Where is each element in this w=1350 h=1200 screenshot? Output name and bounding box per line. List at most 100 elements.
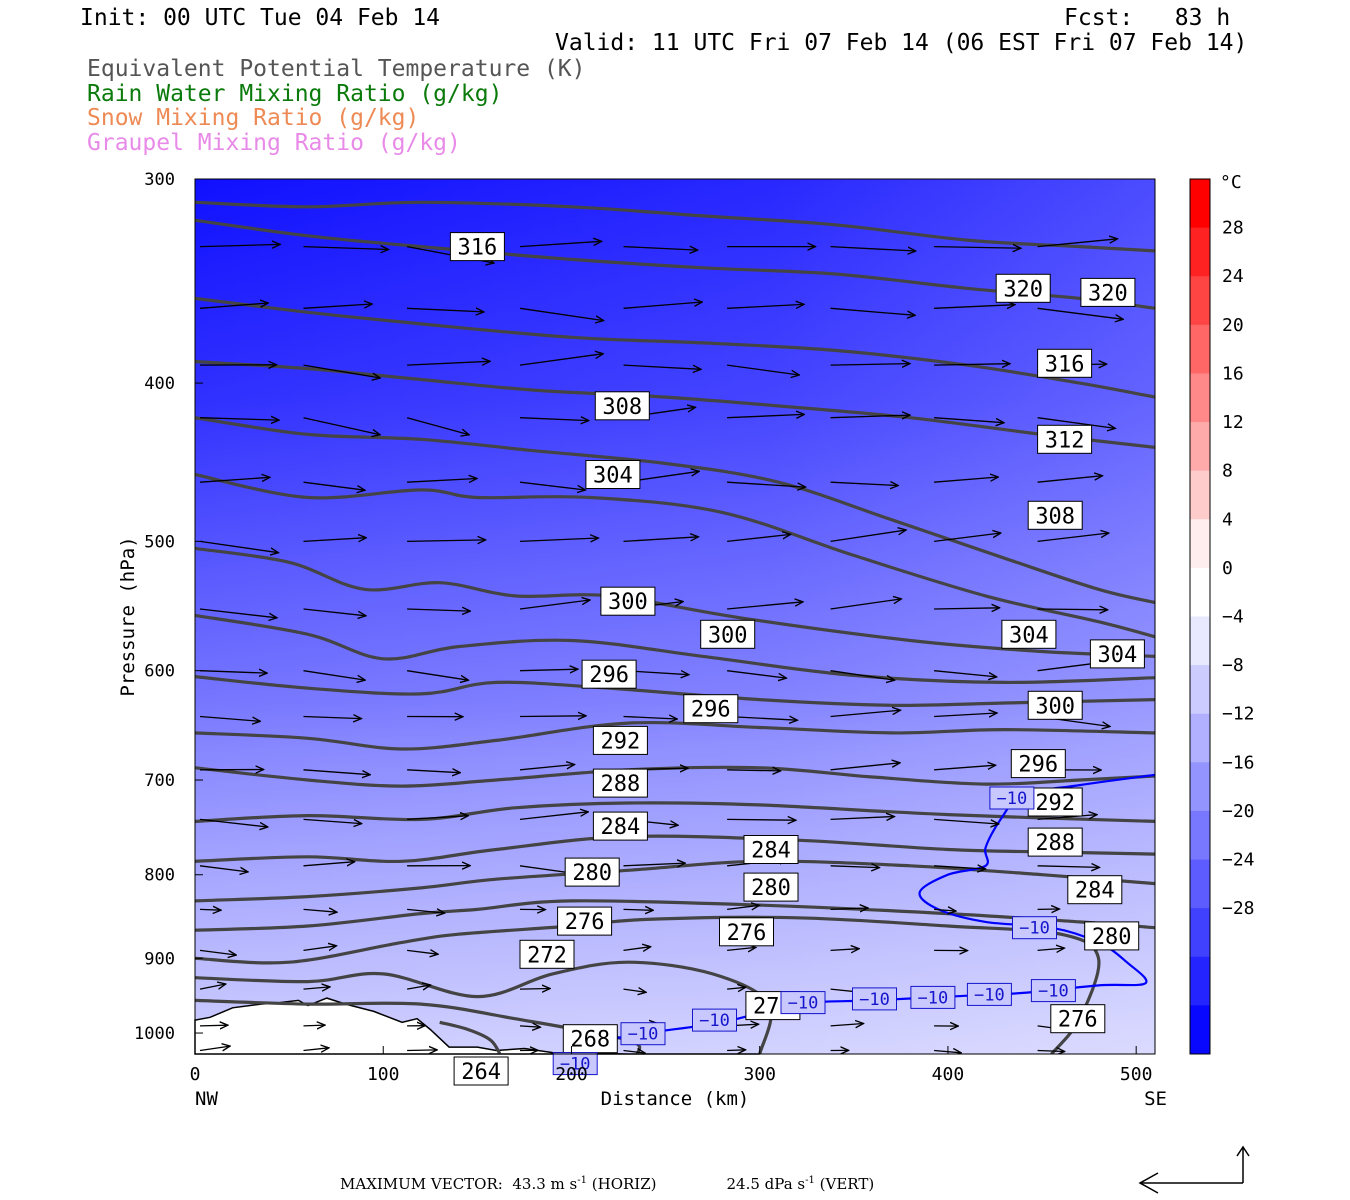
wind-vector [934, 713, 997, 717]
wind-vector [934, 866, 986, 869]
theta-e-contour-264 [439, 1020, 502, 1054]
theta-e-label: 284 [601, 815, 641, 840]
plot-frame [194, 178, 1156, 1055]
wind-vector [830, 1024, 864, 1026]
temperature-shading [195, 179, 1155, 1054]
colorbar-unit: °C [1220, 172, 1242, 193]
theta-e-label-box [1037, 348, 1093, 378]
wind-vector [519, 418, 589, 421]
temperature-label-box [620, 1022, 666, 1046]
temperature-label: −10 [974, 985, 1005, 1005]
y-tick-label: 500 [144, 532, 175, 552]
x-tick-label: 100 [367, 1064, 400, 1085]
wind-vector [199, 244, 280, 246]
theta-e-label: 316 [1045, 352, 1085, 377]
colorbar-swatch [1190, 859, 1210, 909]
wind-vector [199, 418, 279, 420]
wind-vector [199, 715, 260, 722]
wind-vector [407, 609, 470, 611]
theta-e-label: 288 [601, 772, 641, 797]
colorbar-tick-label: −8 [1222, 655, 1244, 676]
y-tick-label: 800 [144, 866, 175, 886]
wind-vector [727, 770, 781, 771]
theta-e-label-box [585, 460, 641, 489]
wind-vector [934, 305, 1015, 309]
wind-vector [407, 909, 445, 913]
wind-vector [1037, 239, 1118, 248]
wind-vector [934, 909, 956, 911]
wind-vector [830, 599, 902, 610]
temperature-label: −10 [1038, 982, 1069, 1002]
theta-e-label: 292 [601, 729, 641, 754]
theta-e-contour-336 [195, 200, 1155, 253]
colorbar-tick-label: −12 [1222, 704, 1255, 725]
wind-vector [303, 717, 362, 719]
colorbar-tick-label: −28 [1222, 898, 1255, 919]
nw-end-label: NW [195, 1088, 218, 1110]
valid-time: Valid: 11 UTC Fri 07 Feb 14 (06 EST Fri … [555, 30, 1248, 56]
se-end-label: SE [1144, 1088, 1167, 1110]
theta-e-label-box [564, 857, 620, 887]
colorbar-swatch [1190, 324, 1210, 374]
theta-e-label-box [1080, 277, 1136, 307]
theta-e-label-box [449, 232, 505, 262]
theta-e-label: 308 [602, 395, 642, 420]
x-tick-label: 400 [932, 1064, 965, 1085]
temperature-label: −10 [628, 1025, 659, 1045]
wind-vector [303, 862, 355, 866]
theta-e-label-box [1089, 639, 1145, 669]
wind-vector [830, 949, 860, 951]
wind-vector [830, 710, 901, 718]
temperature-label-box [692, 1008, 737, 1032]
colorbar-swatch [1190, 810, 1210, 861]
theta-e-label: 296 [691, 698, 731, 723]
wind-vector [407, 308, 484, 312]
y-tick-label: 600 [144, 662, 175, 682]
wind-vector [303, 769, 371, 775]
theta-e-label: 296 [1018, 753, 1058, 778]
theta-e-contour-320 [195, 416, 1155, 605]
theta-e-contour-308 [195, 613, 1155, 685]
theta-e-contour-328 [195, 296, 1155, 399]
wind-vector [407, 770, 460, 773]
theta-e-label: 320 [1088, 281, 1128, 306]
colorbar-tick-label: −4 [1222, 607, 1244, 628]
temperature-label-box [966, 982, 1012, 1006]
colorbar-tick-label: −24 [1222, 850, 1255, 871]
forecast-hour: Fcst: 83 h [1064, 5, 1231, 31]
wind-vector [830, 245, 916, 251]
wind-vector [406, 417, 469, 435]
wind-vector [1037, 1051, 1065, 1052]
wind-vector [407, 479, 477, 483]
max-vector-key [1138, 1145, 1250, 1194]
theta-e-label-box [1027, 500, 1083, 530]
theta-e-label-box [562, 1024, 618, 1054]
colorbar-tick-label: 12 [1222, 412, 1244, 433]
theta-e-contour-304 [195, 675, 1155, 708]
wind-vector [1037, 307, 1124, 319]
theta-e-label: 316 [458, 236, 498, 261]
theta-e-label-box [743, 872, 799, 902]
colorbar-tick-label: 20 [1222, 315, 1244, 336]
wind-vector [407, 1050, 437, 1051]
wind-vector [623, 302, 703, 309]
colorbar-swatch [1190, 567, 1210, 617]
field-title-graupel: Graupel Mixing Ratio (g/kg) [87, 130, 461, 156]
wind-vector [519, 241, 602, 248]
theta-e-contour-292 [195, 801, 1155, 823]
wind-vector [830, 482, 899, 485]
colorbar-swatch [1190, 762, 1210, 812]
temperature-label-box [989, 786, 1035, 810]
temperature-label: −10 [788, 994, 819, 1014]
theta-e-label: 284 [1075, 879, 1115, 904]
max-vector-vert-unit: (VERT) [819, 1175, 875, 1193]
colorbar-tick-label: 16 [1222, 363, 1244, 384]
colorbar-swatch [1190, 373, 1210, 423]
x-tick-label: 500 [1120, 1064, 1153, 1085]
theta-e-label: 272 [527, 943, 567, 968]
temperature-label: −10 [560, 1055, 591, 1075]
theta-e-contour-276 [195, 915, 1101, 1054]
field-title-theta-e: Equivalent Potential Temperature (K) [87, 56, 586, 82]
wind-vector [623, 537, 699, 543]
wind-vector [519, 1026, 540, 1027]
